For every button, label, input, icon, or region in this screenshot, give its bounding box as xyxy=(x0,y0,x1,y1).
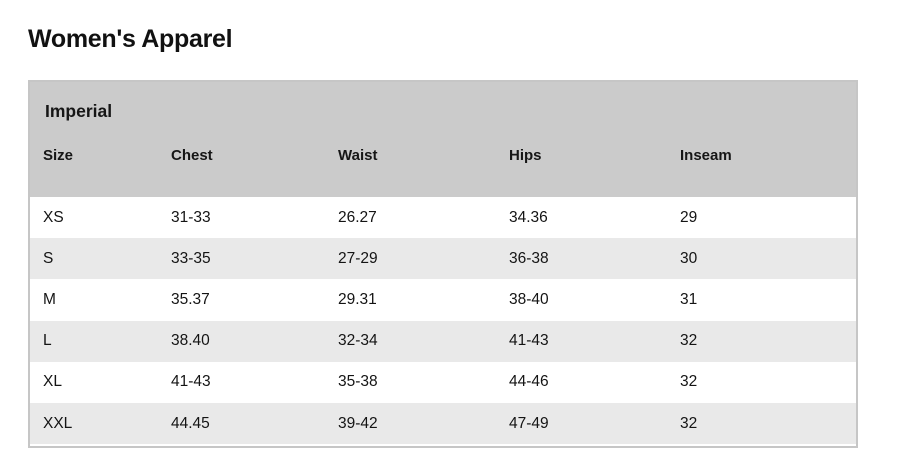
cell-inseam: 32 xyxy=(680,332,698,350)
column-header-waist: Waist xyxy=(338,147,378,164)
table-row: M 35.37 29.31 38-40 31 xyxy=(30,279,856,321)
column-header-row: Size Chest Waist Hips Inseam xyxy=(30,147,856,164)
cell-size: L xyxy=(43,332,52,350)
cell-size: S xyxy=(43,249,54,267)
cell-waist: 35-38 xyxy=(338,373,378,391)
column-header-size: Size xyxy=(43,147,74,164)
cell-waist: 32-34 xyxy=(338,332,378,350)
cell-size: XS xyxy=(43,208,64,226)
column-header-hips: Hips xyxy=(509,147,542,164)
table-body: XS 31-33 26.27 34.36 29 S 33-35 27-29 36… xyxy=(30,197,856,445)
cell-chest: 35.37 xyxy=(171,290,210,308)
table-row: L 38.40 32-34 41-43 32 xyxy=(30,320,856,362)
cell-hips: 34.36 xyxy=(509,208,548,226)
cell-chest: 44.45 xyxy=(171,414,210,432)
cell-waist: 29.31 xyxy=(338,290,377,308)
cell-waist: 27-29 xyxy=(338,249,378,267)
column-header-inseam: Inseam xyxy=(680,147,732,164)
page-title: Women's Apparel xyxy=(28,24,233,53)
cell-size: XL xyxy=(43,373,62,391)
table-row: XXL 44.45 39-42 47-49 32 xyxy=(30,402,856,445)
unit-section-title: Imperial xyxy=(45,101,113,121)
table-row: S 33-35 27-29 36-38 30 xyxy=(30,238,856,280)
cell-hips: 44-46 xyxy=(509,373,549,391)
cell-chest: 41-43 xyxy=(171,373,211,391)
cell-size: M xyxy=(43,290,56,308)
cell-hips: 47-49 xyxy=(509,414,549,432)
table-row: XS 31-33 26.27 34.36 29 xyxy=(30,197,856,239)
column-header-chest: Chest xyxy=(171,147,213,164)
cell-inseam: 29 xyxy=(680,208,698,226)
table-header-section: Imperial Size Chest Waist Hips Inseam xyxy=(30,82,856,197)
cell-size: XXL xyxy=(43,414,73,432)
cell-inseam: 31 xyxy=(680,290,698,308)
cell-inseam: 32 xyxy=(680,414,698,432)
cell-waist: 39-42 xyxy=(338,414,378,432)
cell-waist: 26.27 xyxy=(338,208,377,226)
cell-chest: 31-33 xyxy=(171,208,211,226)
cell-chest: 33-35 xyxy=(171,249,211,267)
cell-hips: 38-40 xyxy=(509,290,549,308)
size-chart-table: Imperial Size Chest Waist Hips Inseam XS… xyxy=(28,80,858,448)
cell-inseam: 30 xyxy=(680,249,698,267)
cell-hips: 41-43 xyxy=(509,332,549,350)
cell-inseam: 32 xyxy=(680,373,698,391)
cell-chest: 38.40 xyxy=(171,332,210,350)
cell-hips: 36-38 xyxy=(509,249,549,267)
table-row: XL 41-43 35-38 44-46 32 xyxy=(30,361,856,403)
